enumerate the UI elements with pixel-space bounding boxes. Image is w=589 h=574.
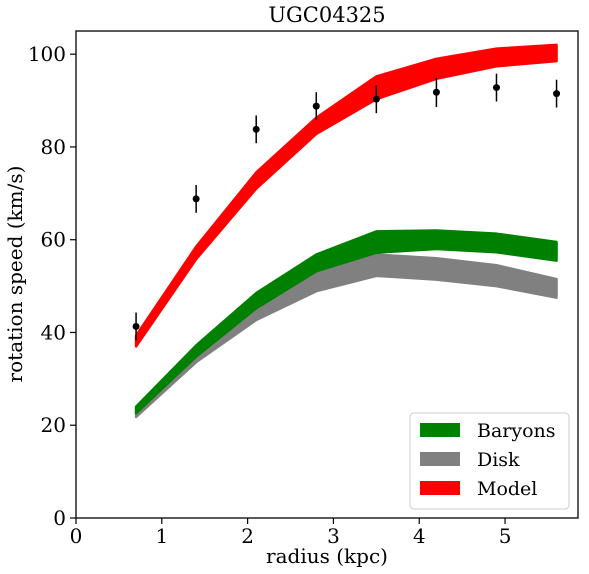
x-tick-label: 0 — [70, 524, 83, 548]
legend-label-disk: Disk — [477, 449, 520, 471]
legend: Baryons Disk Model — [409, 412, 570, 510]
legend-swatch-baryons — [420, 423, 460, 437]
x-tick-label: 3 — [327, 524, 340, 548]
observed-point — [492, 84, 500, 92]
bands-layer — [134, 43, 558, 419]
legend-swatch-model — [420, 481, 460, 495]
plot-frame — [75, 30, 579, 519]
y-tick-label: 100 — [28, 42, 66, 66]
band-disk — [134, 253, 558, 419]
observed-point — [132, 322, 140, 330]
y-tick-label: 80 — [41, 135, 66, 159]
observed-point — [553, 90, 561, 98]
y-tick-label: 40 — [41, 320, 66, 344]
y-tick-label: 20 — [41, 413, 66, 437]
x-tick-label: 5 — [499, 524, 512, 548]
observed-point — [372, 95, 380, 103]
observed-point — [312, 102, 320, 110]
chart-title: UGC04325 — [268, 3, 385, 27]
observed-points-layer — [132, 73, 561, 341]
legend-label-model: Model — [477, 478, 537, 500]
legend-swatch-disk — [420, 452, 460, 466]
legend-label-baryons: Baryons — [477, 420, 556, 442]
x-tick-label: 2 — [241, 524, 254, 548]
x-tick-label: 4 — [413, 524, 426, 548]
observed-point — [252, 125, 260, 133]
x-tick-label: 1 — [155, 524, 168, 548]
band-baryons — [134, 229, 558, 415]
band-model — [134, 43, 558, 348]
ticks-layer: 0 1 2 3 4 5 0 20 40 60 80 100 — [28, 42, 512, 548]
observed-point — [432, 88, 440, 96]
y-tick-label: 60 — [41, 228, 66, 252]
y-axis-label: rotation speed (km/s) — [3, 166, 27, 383]
observed-point — [192, 195, 200, 203]
y-tick-label: 0 — [53, 506, 66, 530]
x-axis-label: radius (kpc) — [266, 544, 388, 568]
